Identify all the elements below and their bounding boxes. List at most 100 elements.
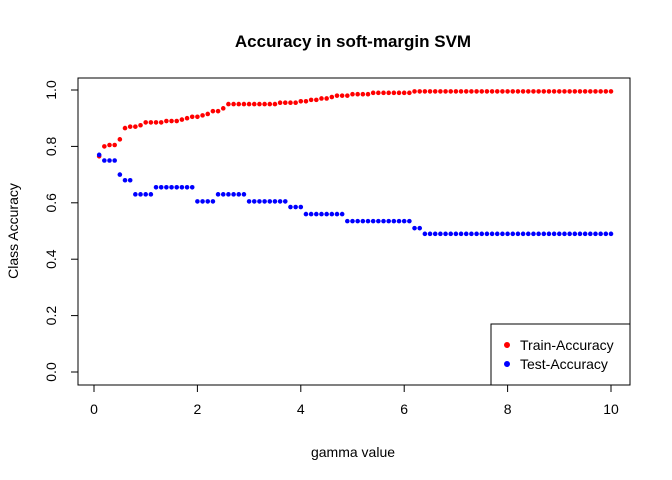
train-accuracy-point (401, 90, 407, 96)
train-accuracy-point (448, 89, 454, 94)
train-accuracy-point (557, 89, 562, 94)
test-accuracy-point (562, 231, 567, 237)
train-accuracy-point (588, 89, 593, 94)
train-accuracy-point (195, 114, 200, 120)
train-accuracy-point (334, 93, 340, 98)
train-accuracy-point (277, 100, 283, 105)
train-accuracy-point (350, 91, 355, 97)
test-accuracy-point (458, 231, 464, 237)
train-accuracy-point (525, 89, 531, 94)
test-accuracy-point (251, 199, 257, 204)
test-accuracy-point (427, 231, 433, 237)
test-accuracy-point (210, 199, 216, 204)
train-accuracy-point (210, 108, 216, 114)
test-accuracy-point (412, 225, 417, 231)
test-accuracy-point (350, 218, 355, 224)
train-accuracy-point (541, 89, 547, 94)
train-accuracy-point (396, 90, 402, 96)
test-accuracy-point (329, 211, 335, 217)
train-accuracy-point (308, 97, 314, 103)
train-accuracy-point (567, 89, 572, 94)
train-accuracy-point (453, 89, 459, 94)
train-accuracy-point (422, 89, 428, 94)
test-accuracy-point (298, 204, 304, 210)
test-accuracy-point (241, 192, 247, 197)
train-accuracy-point (412, 89, 417, 94)
train-accuracy-point (355, 91, 360, 97)
train-accuracy-point (205, 111, 211, 117)
train-accuracy-point (376, 90, 381, 96)
train-accuracy-point (153, 120, 159, 125)
test-accuracy-point (474, 231, 479, 237)
y-axis: 0.0 0.2 0.4 0.6 0.8 1.0 (43, 80, 79, 382)
test-accuracy-point (463, 231, 469, 237)
x-tick-label: 10 (603, 401, 619, 417)
train-accuracy-point (200, 113, 205, 118)
test-accuracy-point (381, 218, 386, 224)
train-accuracy-point (505, 89, 510, 94)
x-tick-label: 8 (504, 401, 512, 417)
train-accuracy-point (577, 89, 583, 94)
test-accuracy-point (572, 231, 578, 237)
train-accuracy-point (515, 89, 521, 94)
train-accuracy-point (593, 89, 598, 94)
train-accuracy-point (536, 89, 541, 94)
train-accuracy-point (370, 90, 376, 96)
legend: Train-Accuracy Test-Accuracy (490, 323, 631, 386)
test-accuracy-point (127, 177, 133, 183)
test-accuracy-point (391, 218, 397, 224)
test-accuracy-point (396, 218, 402, 224)
test-accuracy-point (479, 231, 485, 237)
train-accuracy-point (432, 89, 438, 94)
y-tick-label: 0.6 (43, 193, 59, 213)
test-accuracy-point (153, 184, 159, 190)
train-accuracy-point (531, 89, 536, 94)
test-accuracy-point (277, 199, 283, 204)
train-accuracy-point (179, 117, 185, 122)
x-axis-label: gamma value (311, 444, 395, 460)
test-accuracy-point (282, 199, 288, 204)
test-accuracy-point (246, 199, 252, 204)
train-accuracy-point (443, 89, 448, 94)
train-accuracy-point (102, 144, 107, 149)
test-accuracy-point (432, 231, 438, 237)
test-accuracy-point (598, 231, 603, 237)
test-accuracy-point (484, 231, 490, 237)
x-tick-label: 4 (297, 401, 305, 417)
test-accuracy-point (489, 231, 495, 237)
train-accuracy-point (458, 89, 464, 94)
test-accuracy-point (205, 199, 211, 204)
train-accuracy-point (143, 120, 148, 125)
train-accuracy-point (582, 89, 588, 94)
test-accuracy-point (314, 211, 319, 217)
test-accuracy-point (469, 231, 474, 237)
test-accuracy-point (303, 211, 309, 217)
legend-marker-test (504, 361, 510, 367)
test-accuracy-point (231, 192, 236, 197)
train-accuracy-point (500, 89, 505, 94)
test-accuracy-point (220, 192, 226, 197)
train-accuracy-point (303, 98, 309, 104)
series-layer (96, 89, 614, 237)
test-accuracy-point (407, 218, 412, 224)
train-accuracy-point (469, 89, 474, 94)
chart-title: Accuracy in soft-margin SVM (235, 32, 471, 51)
train-accuracy-point (293, 100, 298, 105)
test-accuracy-point (525, 231, 531, 237)
train-accuracy-point (381, 90, 386, 96)
test-accuracy-point (319, 211, 324, 217)
train-accuracy-point (236, 101, 242, 107)
y-tick-label: 1.0 (43, 80, 59, 100)
test-accuracy-point (520, 231, 526, 237)
test-accuracy-point (133, 192, 138, 197)
train-accuracy-point (463, 89, 469, 94)
train-accuracy-point (598, 89, 603, 94)
test-accuracy-point (122, 177, 128, 183)
test-accuracy-point (184, 184, 190, 190)
test-accuracy-point (169, 184, 174, 190)
train-accuracy-point (562, 89, 567, 94)
test-accuracy-point (308, 211, 314, 217)
train-accuracy-point (117, 137, 123, 142)
